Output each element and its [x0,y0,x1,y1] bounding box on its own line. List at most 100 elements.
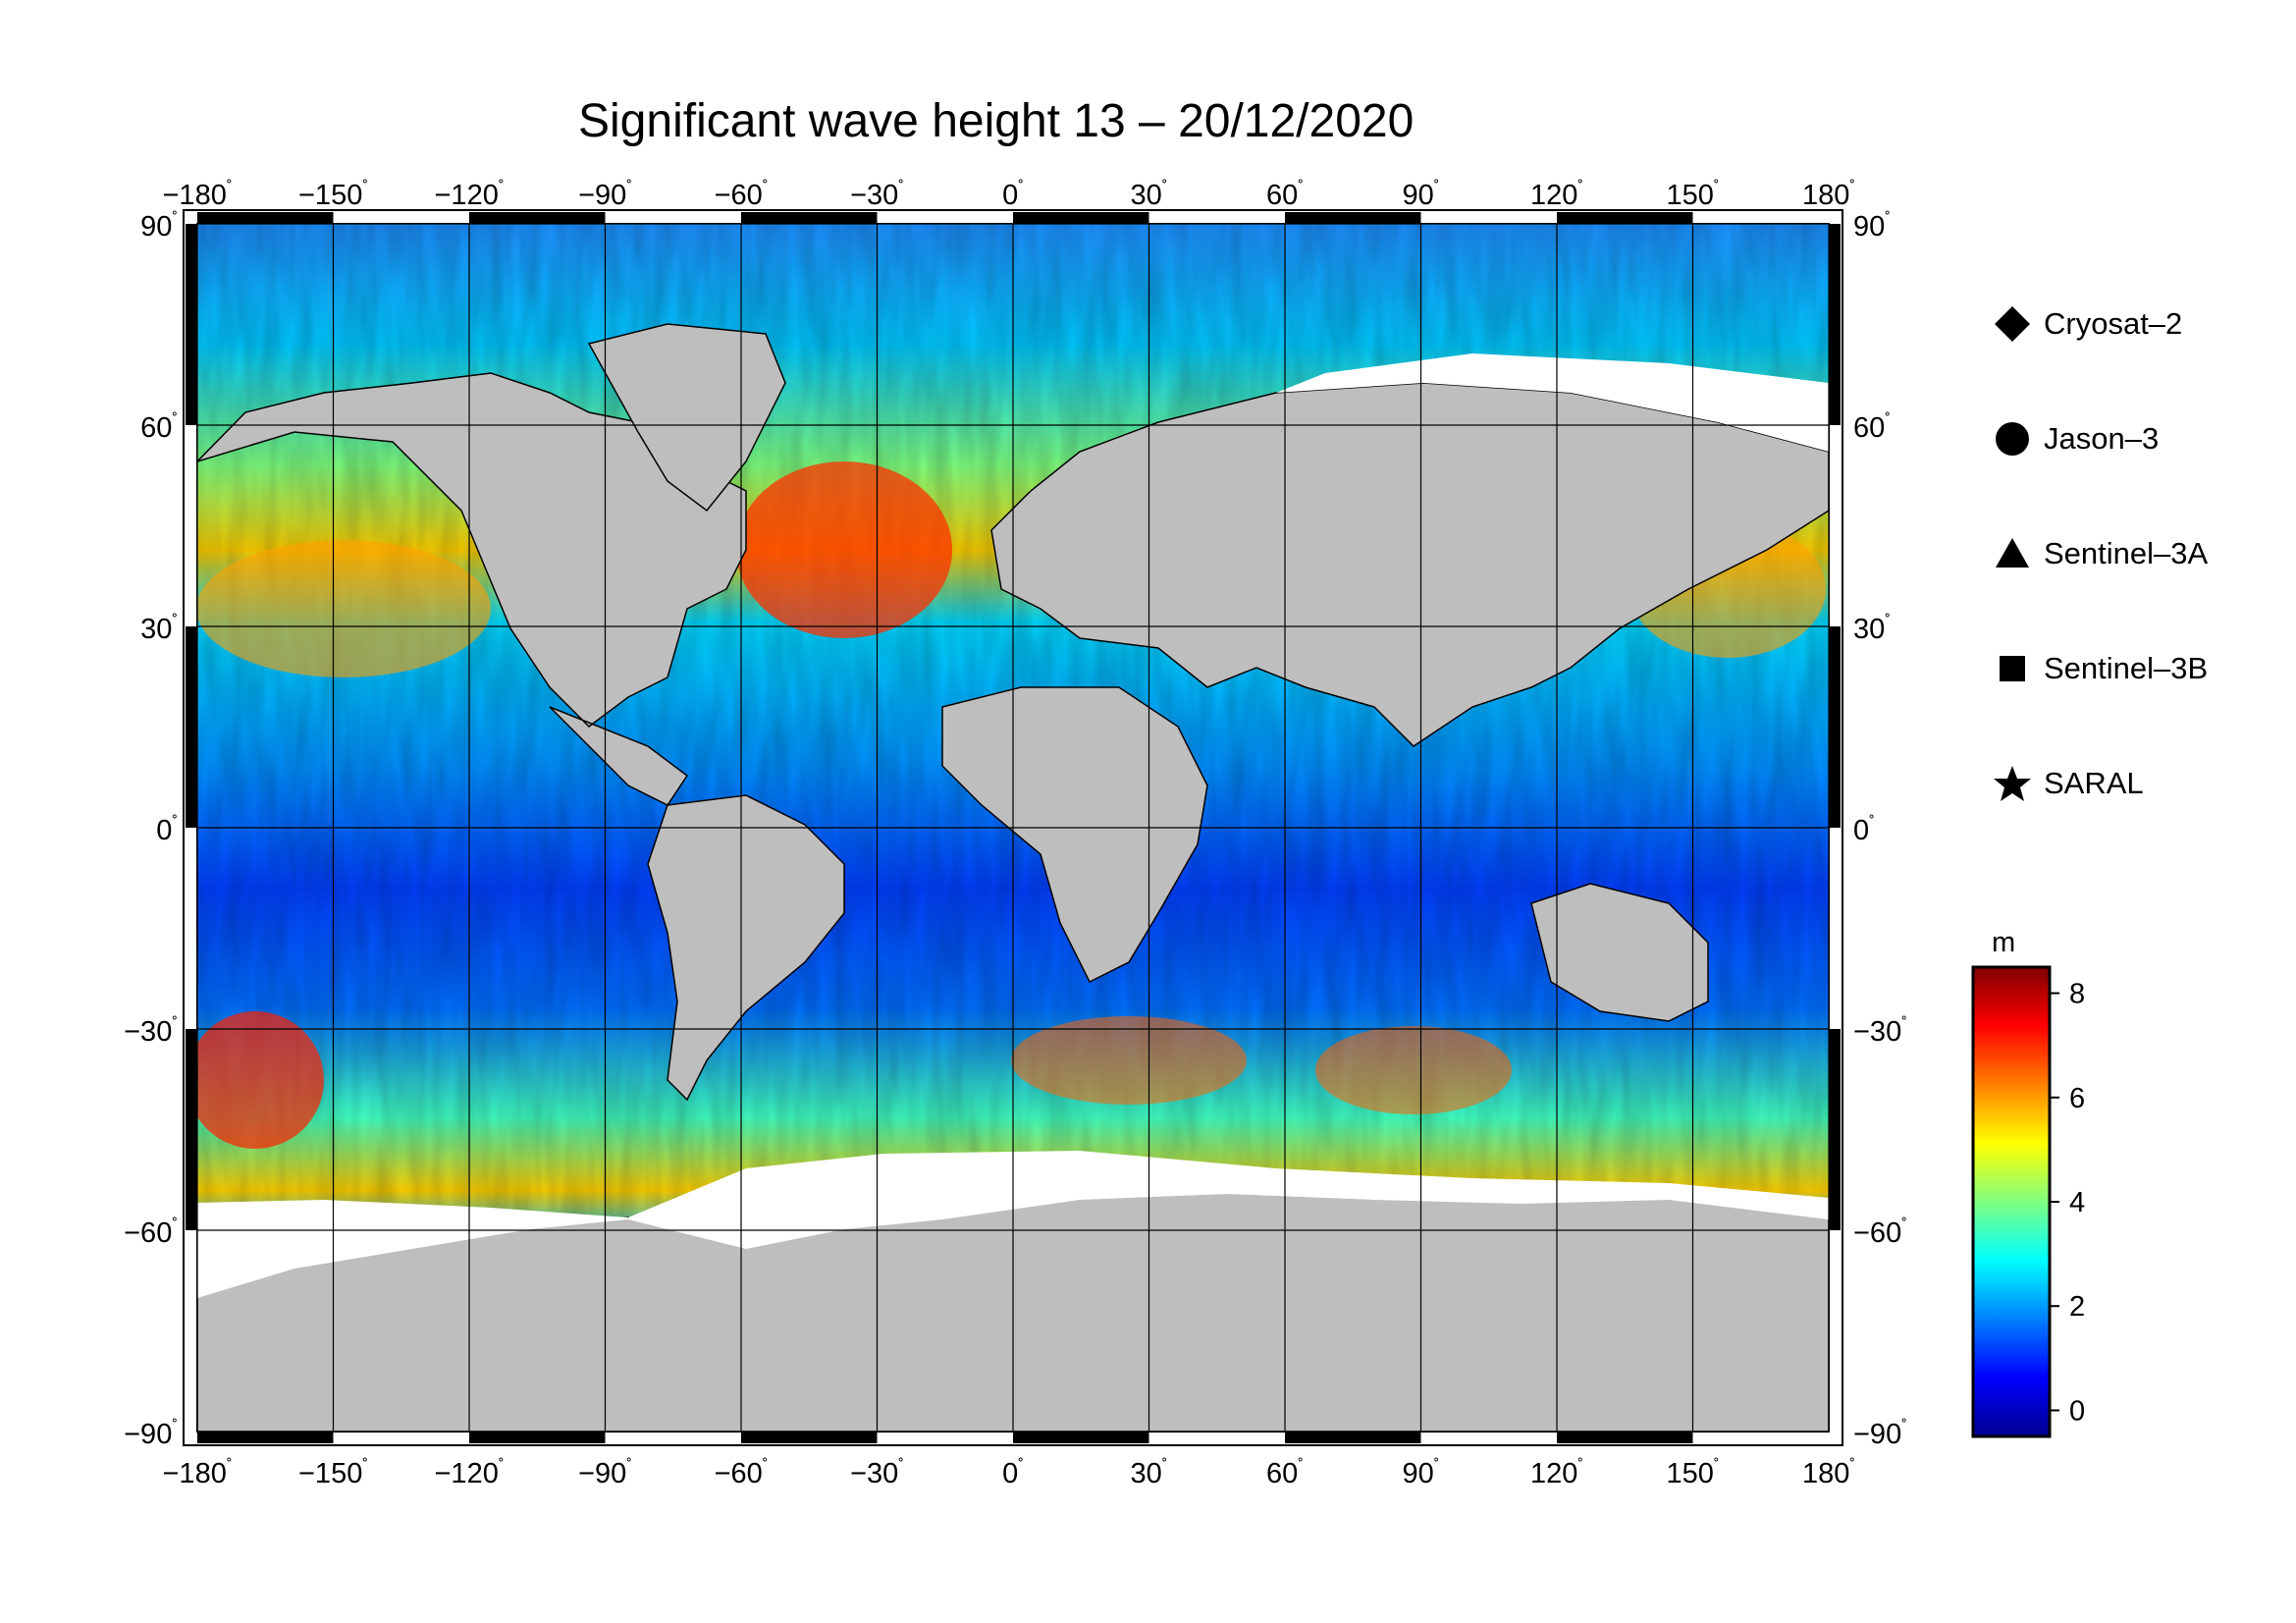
longitude-tick-label: 180˚ [1802,178,1855,211]
longitude-tick-label: 180˚ [1802,1456,1855,1489]
legend-item-sentinel-3a: Sentinel–3A [1993,529,2208,578]
colorbar: 8 6 4 2 0 [1971,965,2085,1438]
frame-band-right [1829,224,1841,425]
frame-band-left [186,224,197,425]
frame-band-bottom [877,1432,1013,1443]
colorbar-tick-label: 0 [2069,1395,2085,1427]
colorbar-gradient [1971,965,2052,1438]
colorbar-ticks: 8 6 4 2 0 [2050,979,2085,1427]
longitude-tick-label: −180˚ [163,178,233,211]
frame-band-bottom [605,1432,741,1443]
frame-band-top [469,212,606,224]
legend-label: Cryosat–2 [2044,306,2183,341]
land-south-america [647,794,845,1102]
longitude-tick-label: −60˚ [715,178,769,211]
frame-band-left [186,1029,197,1230]
latitude-tick-label: 60˚ [140,410,178,444]
colorbar-tick-label: 4 [2069,1187,2085,1218]
legend-label: Jason–3 [2044,421,2160,456]
longitude-tick-label: 0˚ [1002,1456,1024,1489]
hotspot-southern-ocean-atlantic [1011,1016,1247,1105]
frame-band-bottom [469,1432,606,1443]
legend-item-jason: Jason–3 [1993,414,2159,463]
frame-band-right [1829,1230,1841,1432]
frame-band-top [741,212,878,224]
longitude-tick-label: −120˚ [435,1456,505,1489]
longitude-tick-label: −180˚ [163,1456,233,1489]
latitude-labels-left: 90˚ 60˚ 30˚ 0˚ −30˚ −60˚ −90˚ [124,209,178,1450]
latitude-tick-label: −90˚ [124,1417,178,1450]
graticule [196,223,1830,1433]
frame-band-top [1013,212,1149,224]
frame-band-top [1285,212,1421,224]
frame-band-bottom [1692,1432,1829,1443]
longitude-tick-label: −120˚ [435,178,505,211]
frame-band-left [186,626,197,828]
frame-band-top [1692,212,1829,224]
longitude-tick-label: −30˚ [850,178,904,211]
longitude-labels-bottom: −180˚ −150˚ −120˚ −90˚ −60˚ −30˚ 0˚ 30˚ 60˚ 90˚ 12… [163,1456,1856,1489]
longitude-tick-label: 90˚ [1403,178,1440,211]
latitude-tick-label: −90˚ [1853,1417,1907,1450]
colorbar-tick-label: 6 [2069,1083,2085,1114]
hotspot-southern-ocean-pacific [197,1011,324,1149]
legend-item-saral: SARAL [1993,759,2144,808]
frame-band-right [1829,425,1841,626]
frame-band-bottom [333,1432,469,1443]
legend-item-sentinel-3b: Sentinel–3B [1993,644,2208,693]
latitude-tick-label: 0˚ [156,813,178,846]
hotspot-southern-ocean-indian [1315,1026,1512,1114]
latitude-tick-label: −30˚ [124,1014,178,1048]
longitude-tick-label: 30˚ [1131,178,1168,211]
longitude-tick-label: 60˚ [1266,178,1304,211]
latitude-tick-label: 90˚ [1853,209,1891,243]
frame-band-bottom [197,1432,334,1443]
circle-icon [1996,422,2029,456]
latitude-tick-label: −60˚ [124,1216,178,1249]
colorbar-tick-label: 8 [2069,979,2085,1010]
legend-label: Sentinel–3B [2044,651,2209,685]
legend-label: SARAL [2044,766,2144,800]
frame-band-right [1829,828,1841,1029]
frame-band-bottom [1285,1432,1421,1443]
frame-band-bottom [1420,1432,1557,1443]
longitude-tick-label: −150˚ [298,178,368,211]
frame-band-left [186,1230,197,1432]
latitude-tick-label: −60˚ [1853,1216,1907,1249]
frame-band-left [186,425,197,626]
latitude-tick-label: 0˚ [1853,813,1875,846]
land-europe-asia [990,382,1829,747]
longitude-tick-label: 30˚ [1131,1456,1168,1489]
longitude-tick-label: −90˚ [578,1456,632,1489]
frame-band-right [1829,626,1841,828]
longitude-tick-label: 90˚ [1403,1456,1440,1489]
colorbar-tick-label: 2 [2069,1291,2085,1323]
latitude-tick-label: 30˚ [140,612,178,645]
longitude-tick-label: 150˚ [1666,178,1719,211]
frame-band-bottom [1013,1432,1149,1443]
frame-band-top [1557,212,1693,224]
land-australia [1530,883,1709,1022]
frame-band-bottom [1557,1432,1693,1443]
frame-band-top [1420,212,1557,224]
longitude-tick-label: 150˚ [1666,1456,1719,1489]
longitude-tick-label: 120˚ [1530,1456,1583,1489]
land-greenland [587,323,786,513]
diamond-icon [1995,306,2030,342]
colorbar-unit-label: m [1992,927,2016,958]
longitude-tick-label: 60˚ [1266,1456,1304,1489]
legend-item-cryosat: Cryosat–2 [1993,299,2182,349]
star-icon [1994,766,2031,801]
longitude-tick-label: −60˚ [715,1456,769,1489]
latitude-tick-label: −30˚ [1853,1014,1907,1048]
frame-band-top [333,212,469,224]
land-africa [941,686,1208,984]
longitude-tick-label: −90˚ [578,178,632,211]
frame-band-bottom [1148,1432,1285,1443]
frame-band-top [197,212,334,224]
latitude-tick-label: 60˚ [1853,410,1891,444]
latitude-tick-label: 90˚ [140,209,178,243]
legend-label: Sentinel–3A [2044,536,2209,570]
hotspot-north-atlantic [736,461,952,638]
frame-band-top [1148,212,1285,224]
